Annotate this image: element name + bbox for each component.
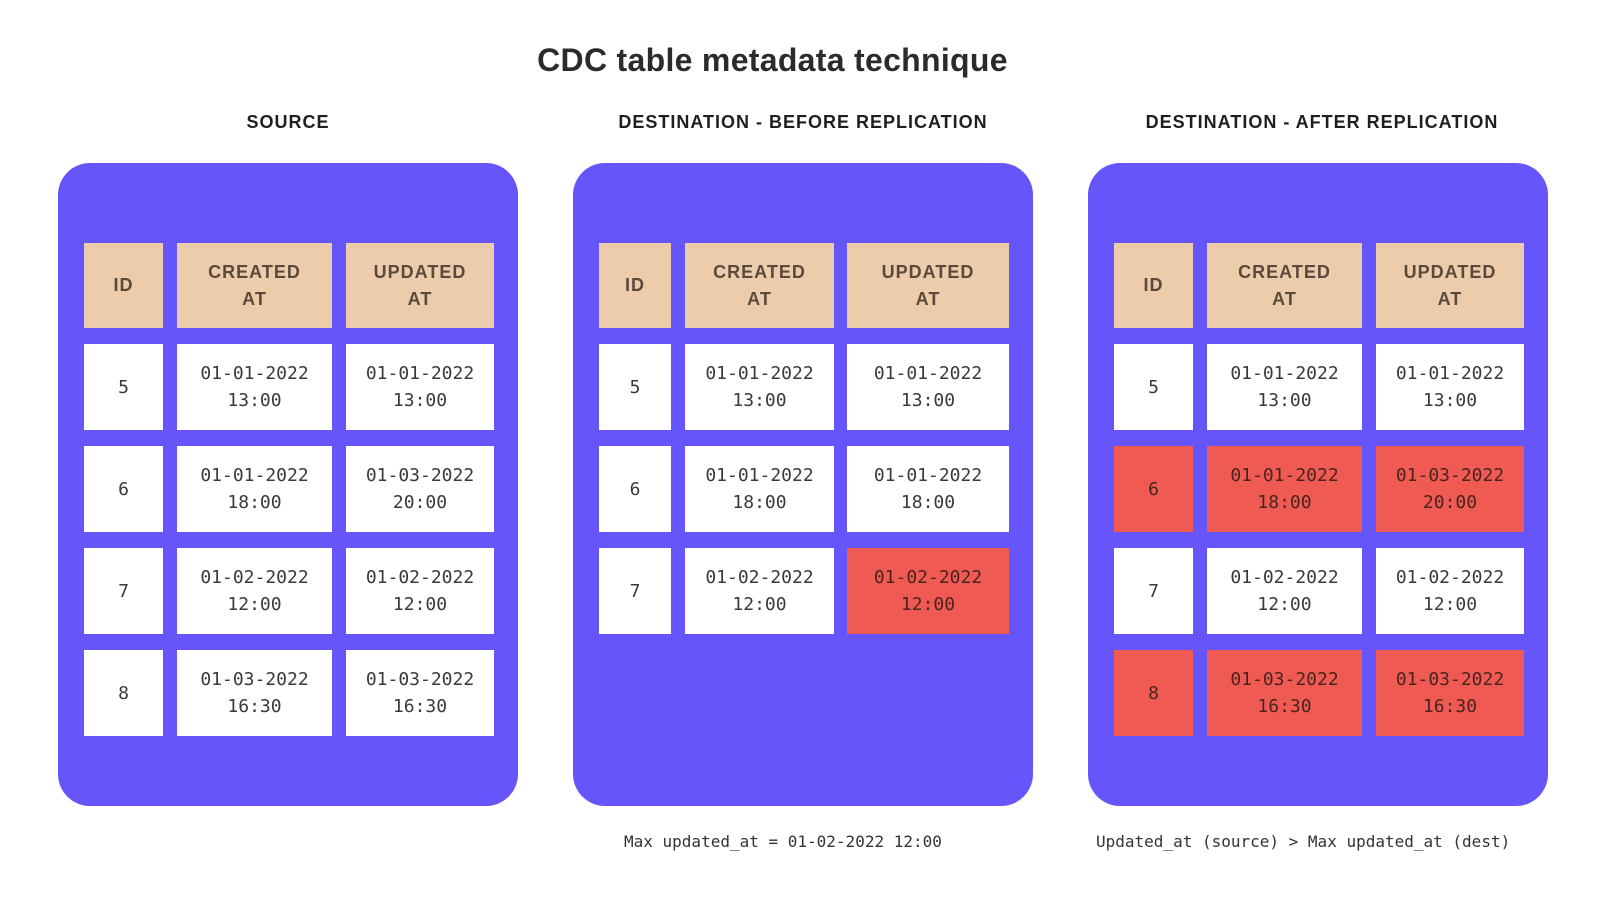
cell-updated-at: 01-01-2022 13:00 <box>1376 344 1524 430</box>
header-updated-at: UPDATED AT <box>346 243 494 328</box>
cell-created-at: 01-01-2022 18:00 <box>685 446 834 532</box>
cell-updated-at: 01-01-2022 18:00 <box>847 446 1009 532</box>
cell-id: 8 <box>1114 650 1193 736</box>
cell-updated-at: 01-02-2022 12:00 <box>346 548 494 634</box>
cell-id: 7 <box>599 548 671 634</box>
cell-created-at: 01-02-2022 12:00 <box>1207 548 1362 634</box>
header-created-at: CREATED AT <box>1207 243 1362 328</box>
cell-id: 5 <box>84 344 163 430</box>
table-panel: ID CREATED AT UPDATED AT 5 01-01-2022 13:00 0… <box>1088 163 1548 806</box>
cell-id: 7 <box>1114 548 1193 634</box>
cell-updated-at: 01-03-2022 20:00 <box>1376 446 1524 532</box>
cell-created-at: 01-02-2022 12:00 <box>177 548 332 634</box>
cell-id: 8 <box>84 650 163 736</box>
cell-updated-at: 01-03-2022 16:30 <box>346 650 494 736</box>
cell-id: 5 <box>1114 344 1193 430</box>
cell-id: 7 <box>84 548 163 634</box>
cell-updated-at: 01-01-2022 13:00 <box>847 344 1009 430</box>
table-panel: ID CREATED AT UPDATED AT 5 01-01-2022 13:00 0… <box>58 163 518 806</box>
cell-updated-at: 01-03-2022 20:00 <box>346 446 494 532</box>
table-panel: ID CREATED AT UPDATED AT 5 01-01-2022 13:00 0… <box>573 163 1033 806</box>
header-updated-at: UPDATED AT <box>847 243 1009 328</box>
cell-updated-at: 01-02-2022 12:00 <box>847 548 1009 634</box>
cell-updated-at: 01-02-2022 12:00 <box>1376 548 1524 634</box>
cell-updated-at: 01-03-2022 16:30 <box>1376 650 1524 736</box>
page-title: CDC table metadata technique <box>537 42 1008 78</box>
cell-id: 6 <box>84 446 163 532</box>
header-id: ID <box>1114 243 1193 328</box>
cell-created-at: 01-01-2022 13:00 <box>685 344 834 430</box>
cell-id: 6 <box>1114 446 1193 532</box>
cell-created-at: 01-02-2022 12:00 <box>685 548 834 634</box>
panel-heading: DESTINATION - AFTER REPLICATION <box>1145 112 1499 132</box>
cell-created-at: 01-01-2022 18:00 <box>177 446 332 532</box>
cell-id: 6 <box>599 446 671 532</box>
cell-created-at: 01-01-2022 13:00 <box>1207 344 1362 430</box>
header-id: ID <box>599 243 671 328</box>
header-created-at: CREATED AT <box>177 243 332 328</box>
header-updated-at: UPDATED AT <box>1376 243 1524 328</box>
header-id: ID <box>84 243 163 328</box>
footnote: Max updated_at = 01-02-2022 12:00 <box>624 832 942 851</box>
cell-created-at: 01-03-2022 16:30 <box>177 650 332 736</box>
cell-id: 5 <box>599 344 671 430</box>
cell-created-at: 01-01-2022 13:00 <box>177 344 332 430</box>
cell-updated-at: 01-01-2022 13:00 <box>346 344 494 430</box>
footnote: Updated_at (source) > Max updated_at (de… <box>1096 832 1511 851</box>
cell-created-at: 01-01-2022 18:00 <box>1207 446 1362 532</box>
panel-heading: DESTINATION - BEFORE REPLICATION <box>618 112 988 132</box>
panel-heading: SOURCE <box>246 112 330 132</box>
header-created-at: CREATED AT <box>685 243 834 328</box>
cell-created-at: 01-03-2022 16:30 <box>1207 650 1362 736</box>
